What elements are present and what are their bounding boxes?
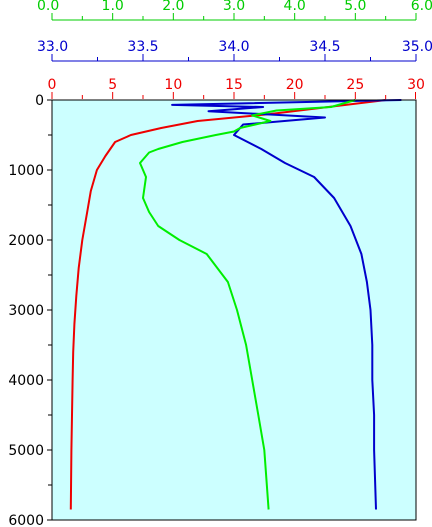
green-tick-label: 0.0 [37,0,59,14]
red-tick-label: 25 [346,77,364,93]
blue-series-line [171,99,402,510]
y-tick-label: 5000 [8,443,44,459]
blue-tick-label: 35.0 [402,39,432,55]
y-tick-label: 1000 [8,163,44,179]
series-layer [69,99,402,510]
green-tick-label: 1.0 [102,0,124,14]
green-tick-label: 3.0 [223,0,245,14]
red-tick-label: 15 [225,77,243,93]
y-tick-label: 6000 [8,513,44,527]
green-tick-label: 6.0 [411,0,432,14]
top-axes: 0.0 1.0 2.0 3.0 4.0 5.0 6.0 33.0 33.5 34.0 34.5 35.… [37,0,432,99]
blue-tick-label: 34.0 [218,39,249,55]
red-tick-label: 0 [48,77,57,93]
green-tick-label: 2.0 [162,0,184,14]
y-tick-label: 4000 [8,373,44,389]
green-series-line [139,99,356,510]
green-tick-label: 4.0 [284,0,306,14]
plot-background [52,100,416,520]
blue-tick-label: 33.0 [37,39,68,55]
red-tick-label: 20 [286,77,304,93]
blue-tick-label: 34.5 [309,39,340,55]
y-tick-label: 0 [35,93,44,109]
red-tick-label: 10 [164,77,182,93]
red-tick-label: 30 [407,77,425,93]
green-tick-label: 5.0 [344,0,366,14]
y-tick-label: 2000 [8,233,44,249]
y-tick-label: 3000 [8,303,44,319]
depth-axis: 0 1000 2000 3000 4000 5000 6000 [8,93,52,527]
red-tick-label: 5 [108,77,117,93]
red-series-line [69,99,386,510]
blue-tick-label: 33.5 [127,39,158,55]
